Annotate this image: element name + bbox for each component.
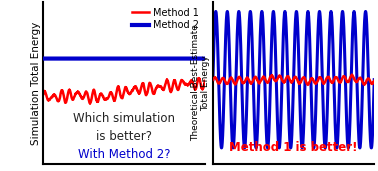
Text: Method 1 is better!: Method 1 is better! (229, 141, 358, 154)
Y-axis label: Theoretical-Best-Estimate
Total Energy: Theoretical-Best-Estimate Total Energy (191, 24, 210, 141)
Text: is better?: is better? (96, 130, 152, 143)
Text: Which simulation: Which simulation (73, 112, 175, 125)
Legend: Method 1, Method 2: Method 1, Method 2 (131, 6, 200, 31)
Y-axis label: Simulation Total Energy: Simulation Total Energy (31, 21, 41, 144)
Text: With Method 2?: With Method 2? (78, 148, 170, 161)
